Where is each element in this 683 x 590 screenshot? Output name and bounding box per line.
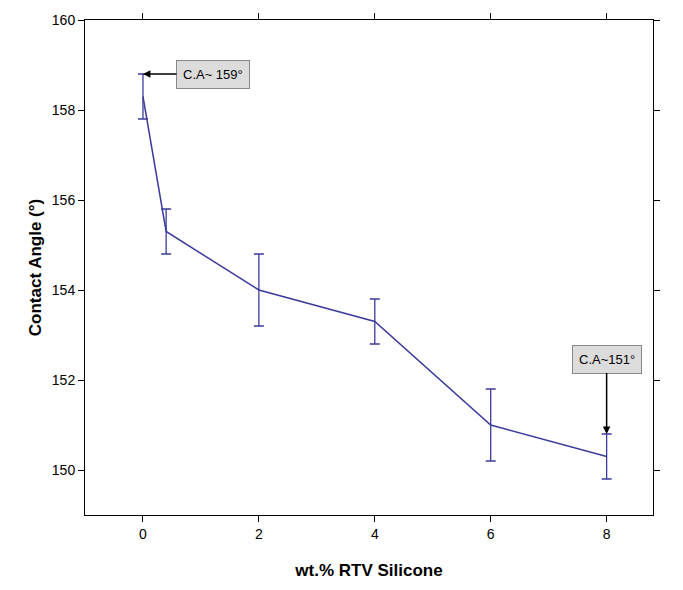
svg-text:156: 156 — [52, 192, 76, 208]
svg-text:C.A~ 159°: C.A~ 159° — [183, 67, 243, 82]
svg-text:150: 150 — [52, 462, 76, 478]
svg-text:0: 0 — [139, 526, 147, 542]
svg-text:158: 158 — [52, 102, 76, 118]
svg-text:4: 4 — [371, 526, 379, 542]
svg-text:8: 8 — [603, 526, 611, 542]
svg-text:C.A~151°: C.A~151° — [579, 352, 635, 367]
svg-text:2: 2 — [255, 526, 263, 542]
svg-text:6: 6 — [487, 526, 495, 542]
svg-text:Contact Angle (°): Contact Angle (°) — [26, 199, 45, 336]
svg-text:160: 160 — [52, 12, 76, 28]
svg-text:wt.% RTV Silicone: wt.% RTV Silicone — [294, 561, 442, 580]
svg-text:154: 154 — [52, 282, 76, 298]
svg-text:152: 152 — [52, 372, 76, 388]
